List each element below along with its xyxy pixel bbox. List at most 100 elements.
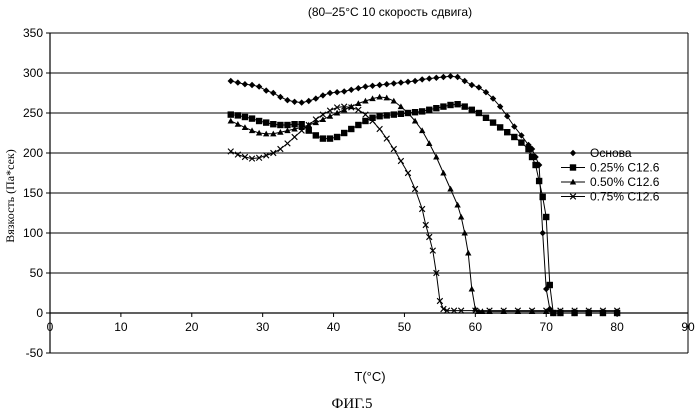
data-point	[447, 102, 453, 108]
data-point	[398, 158, 404, 164]
data-point	[263, 87, 269, 93]
data-point	[536, 178, 542, 184]
y-axis-label: Вязкость (Па*сек)	[3, 149, 17, 242]
x-tick-label: 30	[256, 320, 270, 334]
y-tick-label: 350	[23, 26, 43, 40]
data-point	[529, 154, 535, 160]
data-point	[284, 97, 290, 103]
x-tick-label: 10	[114, 320, 128, 334]
data-point	[433, 75, 439, 81]
y-tick-label: 100	[23, 226, 43, 240]
data-point	[391, 146, 397, 152]
data-point	[440, 74, 446, 80]
data-point	[242, 114, 248, 120]
data-point	[426, 140, 432, 146]
data-point	[228, 78, 234, 84]
legend-marker	[570, 164, 576, 170]
legend-marker	[570, 150, 576, 156]
data-point	[348, 87, 354, 93]
series-line	[231, 104, 617, 313]
data-point	[313, 132, 319, 138]
data-point	[405, 79, 411, 85]
data-point	[412, 78, 418, 84]
data-point	[277, 122, 283, 128]
data-point	[356, 107, 362, 113]
data-point	[465, 250, 471, 256]
x-tick-label: 40	[327, 320, 341, 334]
data-point	[334, 134, 340, 140]
data-point	[327, 135, 333, 141]
data-point	[462, 103, 468, 109]
data-point	[440, 103, 446, 109]
data-point	[263, 119, 269, 125]
data-point	[384, 136, 390, 142]
data-point	[511, 134, 517, 140]
data-point	[291, 99, 297, 105]
y-tick-label: 50	[30, 266, 44, 280]
data-point	[249, 127, 255, 133]
series-line	[231, 97, 617, 311]
y-tick-label: 150	[23, 186, 43, 200]
data-point	[285, 141, 291, 147]
data-point	[348, 126, 354, 132]
data-point	[469, 82, 475, 88]
y-tick-label: 300	[23, 66, 43, 80]
legend-entry: 0.75% С12.6	[590, 190, 660, 204]
data-point	[355, 85, 361, 91]
x-tick-label: 20	[185, 320, 199, 334]
data-point	[458, 214, 464, 220]
data-point	[341, 88, 347, 94]
data-point	[256, 83, 262, 89]
data-point	[462, 78, 468, 84]
data-point	[376, 94, 382, 100]
data-point	[306, 127, 312, 133]
x-tick-label: 60	[469, 320, 483, 334]
data-point	[454, 101, 460, 107]
data-point	[320, 135, 326, 141]
data-point	[377, 126, 383, 132]
data-point	[242, 81, 248, 87]
data-point	[426, 75, 432, 81]
legend-entry: Основа	[590, 146, 632, 160]
data-point	[490, 119, 496, 125]
data-point	[447, 186, 453, 192]
data-point	[476, 84, 482, 90]
data-point	[278, 146, 284, 152]
data-point	[497, 124, 503, 130]
data-point	[440, 170, 446, 176]
data-point	[454, 202, 460, 208]
data-point	[426, 234, 432, 240]
data-point	[543, 214, 549, 220]
data-point	[469, 286, 475, 292]
data-point	[306, 98, 312, 104]
data-point	[249, 82, 255, 88]
data-point	[476, 110, 482, 116]
data-point	[391, 98, 397, 104]
y-tick-label: 0	[36, 306, 43, 320]
data-point	[405, 170, 411, 176]
data-point	[419, 76, 425, 82]
data-point	[384, 81, 390, 87]
data-point	[426, 107, 432, 113]
data-point	[398, 111, 404, 117]
data-point	[447, 73, 453, 79]
data-point	[539, 194, 545, 200]
data-point	[376, 113, 382, 119]
data-point	[539, 230, 545, 236]
data-point	[228, 118, 234, 124]
data-point	[242, 124, 248, 130]
legend-entry: 0.50% С12.6	[590, 175, 660, 189]
data-point	[362, 118, 368, 124]
y-tick-label: 200	[23, 146, 43, 160]
data-point	[277, 94, 283, 100]
figure-caption: ФИГ.5	[332, 396, 373, 412]
y-tick-label: 250	[23, 106, 43, 120]
data-point	[504, 129, 510, 135]
data-point	[433, 154, 439, 160]
data-point	[469, 107, 475, 113]
data-point	[284, 122, 290, 128]
data-point	[362, 83, 368, 89]
chart-title: (80–25°C 10 скорость сдвига)	[308, 5, 472, 19]
series-4	[228, 104, 620, 314]
x-tick-labels: 0102030405060708090	[47, 320, 695, 334]
